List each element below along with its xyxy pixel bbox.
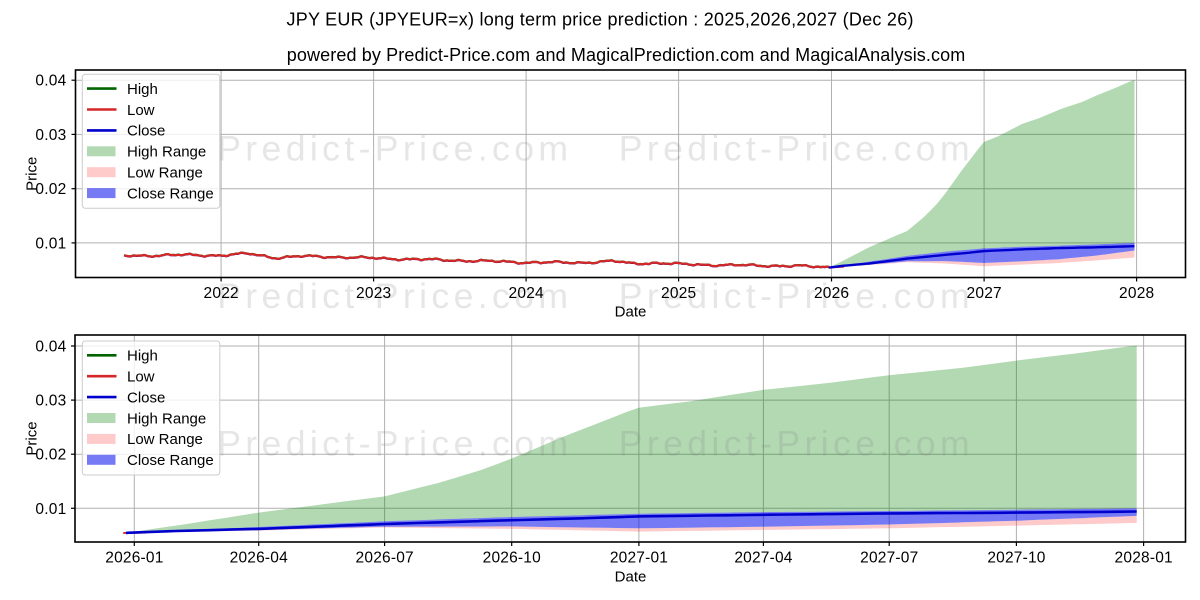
svg-text:Low: Low — [127, 369, 155, 386]
svg-text:0.04: 0.04 — [35, 73, 66, 90]
svg-text:2027-01: 2027-01 — [610, 549, 668, 566]
svg-text:High Range: High Range — [127, 410, 206, 427]
svg-text:Close Range: Close Range — [127, 185, 214, 202]
svg-text:2027-07: 2027-07 — [860, 549, 918, 566]
svg-text:powered by Predict-Price.com a: powered by Predict-Price.com and Magical… — [287, 45, 966, 65]
svg-text:2028-01: 2028-01 — [1115, 549, 1173, 566]
svg-text:Close: Close — [127, 389, 165, 406]
svg-text:0.02: 0.02 — [35, 447, 66, 464]
svg-text:Low: Low — [127, 102, 155, 119]
svg-text:Date: Date — [615, 304, 647, 321]
svg-text:Predict-Price.com: Predict-Price.com — [619, 276, 974, 316]
svg-text:0.01: 0.01 — [35, 501, 66, 518]
svg-text:High: High — [127, 81, 158, 98]
svg-text:High: High — [127, 348, 158, 365]
svg-text:2026: 2026 — [814, 285, 849, 302]
svg-text:Low Range: Low Range — [127, 431, 203, 448]
svg-text:2026-07: 2026-07 — [356, 549, 414, 566]
svg-text:High Range: High Range — [127, 144, 206, 161]
svg-text:Close: Close — [127, 123, 165, 140]
svg-text:2027-10: 2027-10 — [987, 549, 1045, 566]
svg-text:2026-01: 2026-01 — [105, 549, 163, 566]
svg-text:Price: Price — [24, 157, 41, 191]
svg-text:Predict-Price.com: Predict-Price.com — [619, 129, 974, 169]
svg-text:0.01: 0.01 — [35, 235, 66, 252]
svg-text:0.03: 0.03 — [35, 127, 66, 144]
svg-text:2027-04: 2027-04 — [734, 549, 792, 566]
svg-text:Predict-Price.com: Predict-Price.com — [217, 129, 572, 169]
svg-text:2027: 2027 — [967, 285, 1002, 302]
svg-text:0.03: 0.03 — [35, 393, 66, 410]
svg-text:2028: 2028 — [1119, 285, 1154, 302]
svg-text:Predict-Price.com: Predict-Price.com — [619, 423, 974, 463]
svg-text:Low Range: Low Range — [127, 165, 203, 182]
svg-text:0.04: 0.04 — [35, 339, 66, 356]
svg-text:Price: Price — [24, 421, 41, 455]
svg-text:Date: Date — [615, 569, 647, 586]
svg-text:2022: 2022 — [204, 285, 239, 302]
svg-text:Close Range: Close Range — [127, 452, 214, 469]
svg-text:2026-10: 2026-10 — [483, 549, 541, 566]
svg-text:Predict-Price.com: Predict-Price.com — [217, 276, 572, 316]
svg-text:2024: 2024 — [509, 285, 544, 302]
svg-text:Predict-Price.com: Predict-Price.com — [217, 423, 572, 463]
svg-text:0.02: 0.02 — [35, 181, 66, 198]
svg-text:2025: 2025 — [661, 285, 696, 302]
svg-text:2026-04: 2026-04 — [230, 549, 288, 566]
svg-text:2023: 2023 — [356, 285, 391, 302]
svg-text:JPY EUR (JPYEUR=x) long term p: JPY EUR (JPYEUR=x) long term price predi… — [286, 9, 913, 29]
